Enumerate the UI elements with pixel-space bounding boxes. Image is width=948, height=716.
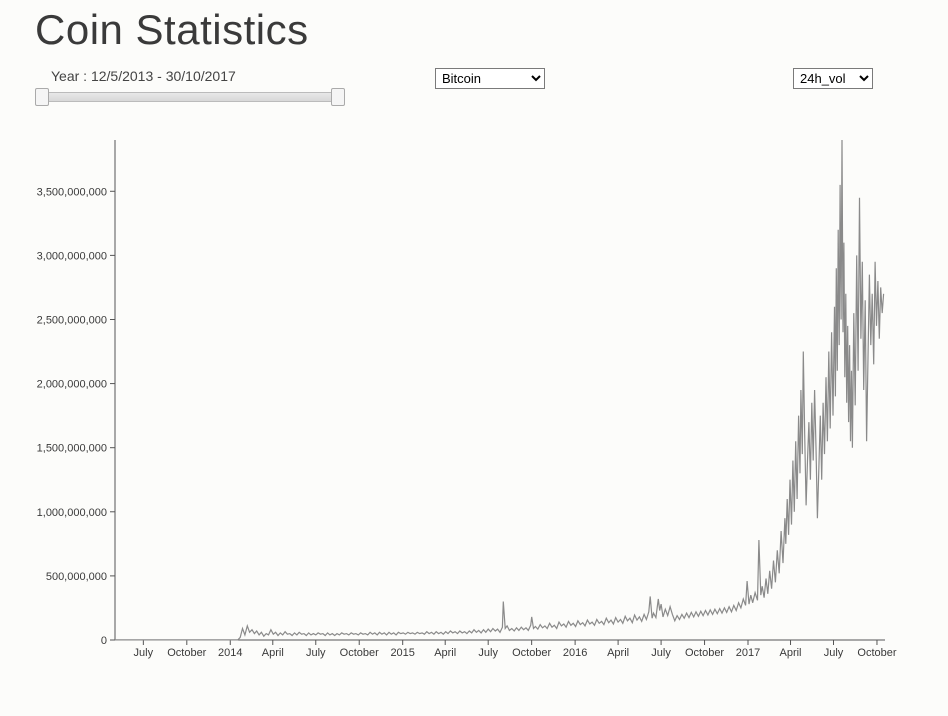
- svg-text:2016: 2016: [563, 647, 587, 659]
- svg-text:3,000,000,000: 3,000,000,000: [37, 250, 107, 262]
- svg-text:2014: 2014: [218, 647, 242, 659]
- svg-text:October: October: [340, 647, 379, 659]
- svg-text:April: April: [434, 647, 456, 659]
- svg-text:October: October: [167, 647, 206, 659]
- svg-text:500,000,000: 500,000,000: [46, 571, 107, 583]
- range-handle-start[interactable]: [35, 88, 49, 106]
- svg-text:1,500,000,000: 1,500,000,000: [37, 443, 107, 455]
- year-range-start: 12/5/2013: [91, 68, 153, 84]
- svg-text:October: October: [512, 647, 551, 659]
- svg-text:July: July: [824, 647, 844, 659]
- volume-chart: 0 500,000,000 1,000,000,000 1,500,000,000 2,…: [35, 140, 905, 680]
- year-range-end: 30/10/2017: [166, 68, 236, 84]
- svg-text:3,500,000,000: 3,500,000,000: [37, 186, 107, 198]
- svg-text:2,000,000,000: 2,000,000,000: [37, 379, 107, 391]
- coin-select-wrap: Bitcoin: [435, 68, 545, 89]
- svg-text:July: July: [478, 647, 498, 659]
- svg-text:0: 0: [101, 635, 107, 647]
- year-filter-block: Year : 12/5/2013 - 30/10/2017: [35, 68, 345, 106]
- svg-text:July: July: [134, 647, 154, 659]
- metric-select-wrap: 24h_vol: [793, 68, 873, 89]
- year-range-label: Year : 12/5/2013 - 30/10/2017: [35, 68, 345, 84]
- year-range-slider[interactable]: [35, 88, 345, 106]
- metric-select[interactable]: 24h_vol: [793, 68, 873, 89]
- svg-text:October: October: [857, 647, 896, 659]
- svg-text:July: July: [306, 647, 326, 659]
- svg-text:October: October: [685, 647, 724, 659]
- svg-text:2017: 2017: [736, 647, 760, 659]
- svg-text:July: July: [651, 647, 671, 659]
- svg-text:April: April: [607, 647, 629, 659]
- year-label-prefix: Year :: [51, 68, 91, 84]
- svg-text:1,000,000,000: 1,000,000,000: [37, 507, 107, 519]
- coin-select[interactable]: Bitcoin: [435, 68, 545, 89]
- controls-row: Year : 12/5/2013 - 30/10/2017 Bitcoin 24…: [35, 68, 913, 108]
- svg-text:2015: 2015: [390, 647, 414, 659]
- svg-text:April: April: [262, 647, 284, 659]
- chart-svg: 0 500,000,000 1,000,000,000 1,500,000,000 2,…: [35, 140, 905, 680]
- svg-text:April: April: [780, 647, 802, 659]
- range-track: [45, 92, 335, 102]
- range-handle-end[interactable]: [331, 88, 345, 106]
- page-title: Coin Statistics: [35, 0, 913, 54]
- svg-text:2,500,000,000: 2,500,000,000: [37, 314, 107, 326]
